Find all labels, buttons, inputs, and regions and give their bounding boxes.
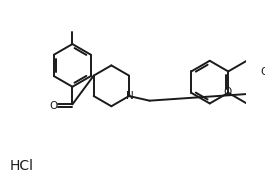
Text: N: N: [126, 91, 134, 101]
Text: HCl: HCl: [9, 159, 33, 173]
Text: O: O: [224, 87, 232, 97]
Text: O: O: [49, 101, 58, 111]
Text: O: O: [260, 67, 265, 77]
